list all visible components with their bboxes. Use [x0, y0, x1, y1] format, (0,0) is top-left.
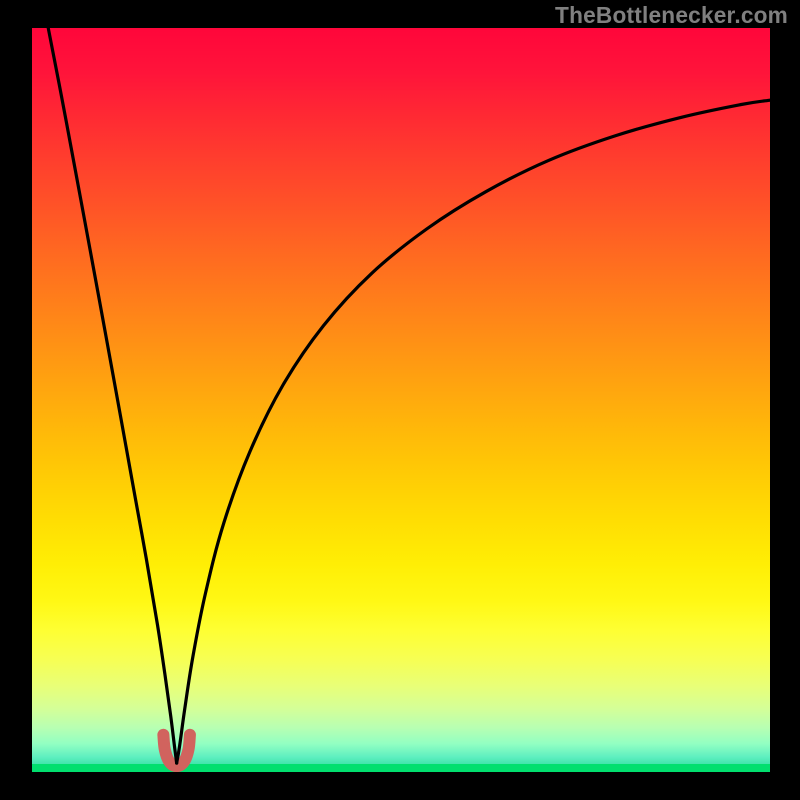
watermark-text: TheBottlenecker.com [555, 2, 788, 29]
bottleneck-chart [0, 0, 800, 800]
